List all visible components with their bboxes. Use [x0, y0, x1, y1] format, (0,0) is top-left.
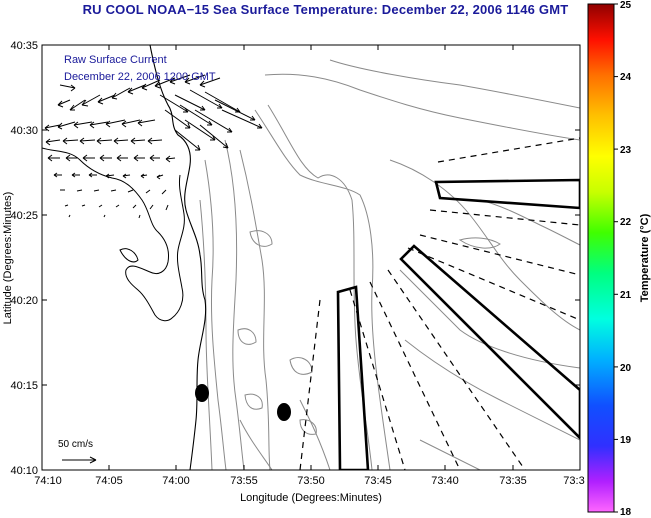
y-tick-label: 40:15 — [10, 380, 38, 392]
x-tick-label: 73:50 — [297, 475, 325, 487]
x-tick-label: 73:3 — [563, 475, 584, 487]
survey-corridors — [336, 178, 580, 470]
inlet-shoreline — [119, 248, 139, 263]
x-tick-label: 73:35 — [499, 475, 527, 487]
colorbar-tick-label: 25 — [620, 0, 632, 11]
plot-area — [41, 44, 581, 471]
y-tick-marks — [42, 44, 580, 471]
x-tick-label: 73:40 — [431, 475, 459, 487]
transect-lines — [299, 137, 580, 470]
y-tick-label: 40:20 — [10, 295, 38, 307]
colorbar-tick-label: 21 — [620, 290, 632, 301]
x-tick-label: 74:00 — [162, 475, 190, 487]
station-marker — [277, 403, 291, 421]
scale-label: 50 cm/s — [58, 439, 93, 450]
y-tick-label: 40:35 — [10, 40, 38, 52]
y-tick-label: 40:25 — [10, 210, 38, 222]
x-tick-label: 73:55 — [230, 475, 258, 487]
y-tick-label: 40:10 — [10, 465, 38, 477]
x-tick-label: 74:10 — [34, 475, 62, 487]
x-tick-label: 74:05 — [95, 475, 123, 487]
colorbar-label: Temperature (°C) — [639, 213, 651, 302]
inset-title: Raw Surface Current — [64, 54, 167, 66]
x-tick-label: 73:45 — [364, 475, 392, 487]
x-tick-marks — [41, 45, 581, 470]
colorbar-ticks — [614, 3, 618, 513]
y-tick-labels: 40:35 40:30 40:25 40:20 40:15 40:10 — [10, 40, 38, 477]
bay-shoreline — [42, 147, 185, 322]
current-vectors — [44, 74, 263, 219]
colorbar-tick-label: 19 — [620, 435, 632, 446]
inset-date: December 22, 2006 1200 GMT — [64, 71, 216, 83]
colorbar-tick-label: 23 — [620, 145, 632, 156]
x-axis-label: Longitude (Degrees:Minutes) — [240, 492, 382, 504]
colorbar-tick-label: 20 — [620, 363, 632, 374]
colorbar-tick-labels: 25 24 23 22 21 20 19 18 — [620, 0, 632, 518]
x-tick-labels: 74:10 74:05 74:00 73:55 73:50 73:45 73:4… — [34, 475, 584, 487]
colorbar-tick-label: 22 — [620, 217, 632, 228]
station-marker — [195, 384, 209, 402]
y-axis-label: Latitude (Degrees:Minutes) — [2, 192, 14, 325]
colorbar — [587, 3, 615, 513]
colorbar-tick-label: 24 — [620, 72, 632, 83]
y-tick-label: 40:30 — [10, 125, 38, 137]
colorbar-tick-label: 18 — [620, 507, 632, 518]
figure-title: RU COOL NOAA−15 Sea Surface Temperature:… — [82, 2, 569, 17]
scale-arrow — [62, 456, 97, 464]
